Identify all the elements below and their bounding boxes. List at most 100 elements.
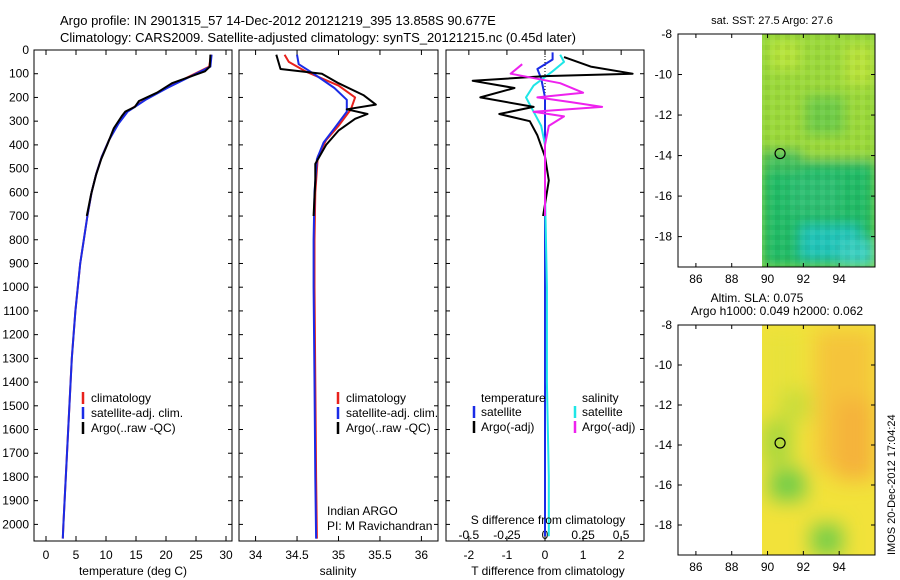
- lon-tick-label: 86: [689, 272, 703, 286]
- depth-tick-label: 1600: [2, 423, 29, 437]
- depth-tick-label: 900: [9, 256, 29, 270]
- temperature-series: [61, 54, 213, 539]
- salinity-panel: 34 34.5 35 35.5 36 salinity climatology sate…: [238, 49, 439, 578]
- annotation-indian-argo: Indian ARGO: [327, 504, 398, 518]
- depth-tick-label: 1000: [2, 280, 29, 294]
- x-tick-label: 10: [99, 548, 113, 562]
- depth-tick-label: 400: [9, 138, 29, 152]
- sst-map-panel: sat. SST: 27.5 Argo: 27.6 86 88 90 92 94 -8 -1…: [655, 15, 876, 286]
- depth-tick-label: 1700: [2, 446, 29, 460]
- legend-label-t-satellite: satellite: [481, 405, 522, 419]
- x-tick-label: 15: [129, 548, 143, 562]
- temperature-xlabel: temperature (deg C): [79, 564, 187, 578]
- x-tick-label: 35: [332, 548, 346, 562]
- series-line-satellite-adj-clim-: [296, 54, 348, 539]
- s-tick-label: -0.5: [459, 528, 480, 542]
- temperature-legend: climatology satellite-adj. clim. Argo(..…: [81, 391, 183, 435]
- series-line-t-argo-adj-: [471, 56, 634, 217]
- x-tick-label: 36: [415, 548, 429, 562]
- series-line-s-argo-adj-: [509, 63, 604, 216]
- temperature-axes: [33, 49, 233, 542]
- x-tick-label: 34: [249, 548, 263, 562]
- depth-tick-label: 1200: [2, 328, 29, 342]
- annotation-pi: PI: M Ravichandran: [327, 519, 432, 533]
- sst-map-axes: [677, 33, 876, 268]
- sla-map-title-line1: Altim. SLA: 0.075: [711, 291, 804, 305]
- x-tick-label: -1: [502, 548, 513, 562]
- x-tick-label: 34.5: [285, 548, 309, 562]
- depth-tick-label: 1500: [2, 399, 29, 413]
- temperature-axis-ticks: 0 5 10 15 20 25 30: [34, 49, 233, 562]
- lat-tick-label: -18: [655, 518, 673, 532]
- difference-xlabel-top: S difference from climatology: [471, 513, 626, 527]
- depth-tick-label: 1300: [2, 351, 29, 365]
- title-line-1: Argo profile: IN 2901315_57 14-Dec-2012 …: [60, 13, 496, 28]
- s-tick-label: -0.25: [493, 528, 521, 542]
- sla-map-ticks: 86 88 90 92 94 -8 -10 -12 -14 -16 -18: [655, 318, 875, 574]
- series-line-satellite-adj-clim-: [61, 54, 213, 539]
- depth-tick-label: 1400: [2, 375, 29, 389]
- legend-label-s-argo: Argo(-adj): [582, 420, 635, 434]
- difference-xlabel: T difference from climatology: [471, 564, 625, 578]
- lon-tick-label: 88: [725, 272, 739, 286]
- x-tick-label: 5: [73, 548, 80, 562]
- legend-label-satellite: satellite-adj. clim.: [346, 406, 438, 420]
- sla-map-axes: [677, 324, 876, 556]
- legend-header-temperature: temperature: [481, 391, 546, 405]
- depth-tick-label: 1100: [3, 304, 29, 318]
- depth-tick-label: 100: [9, 67, 29, 81]
- salinity-legend: climatology satellite-adj. clim. Argo(..…: [336, 391, 438, 435]
- depth-tick-label: 700: [9, 209, 29, 223]
- x-tick-label: 1: [580, 548, 587, 562]
- salinity-xlabel: salinity: [320, 564, 357, 578]
- lat-tick-label: -8: [661, 27, 672, 41]
- legend-label-climatology: climatology: [346, 391, 406, 405]
- lon-tick-label: 94: [833, 272, 847, 286]
- depth-axis-ticks: 0 100 200 300 400 500 600 700 800 900 1000 1100 1200…: [2, 43, 29, 531]
- depth-tick-label: 1900: [2, 494, 29, 508]
- legend-label-argo: Argo(..raw -QC): [91, 421, 176, 435]
- lat-tick-label: -10: [655, 358, 673, 372]
- lat-tick-label: -10: [655, 68, 673, 82]
- lat-tick-label: -8: [661, 318, 672, 332]
- series-line-argo-raw-qc-: [85, 54, 212, 217]
- lon-tick-label: 90: [761, 272, 775, 286]
- x-tick-label: 0: [542, 548, 549, 562]
- legend-label-climatology: climatology: [91, 391, 151, 405]
- lat-tick-label: -18: [655, 230, 673, 244]
- legend-label-s-satellite: satellite: [582, 405, 623, 419]
- difference-series: [471, 52, 634, 537]
- sla-heatmap: [762, 325, 875, 555]
- series-line-argo-raw-qc-: [275, 54, 377, 217]
- x-tick-label: 2: [618, 548, 625, 562]
- lat-tick-label: -16: [655, 478, 673, 492]
- depth-tick-label: 300: [9, 114, 29, 128]
- title-line-2: Climatology: CARS2009. Satellite-adjuste…: [60, 30, 576, 45]
- legend-label-satellite: satellite-adj. clim.: [91, 406, 183, 420]
- lon-tick-label: 94: [833, 560, 847, 574]
- sla-map-panel: Altim. SLA: 0.075 Argo h1000: 0.049 h200…: [655, 291, 876, 574]
- x-tick-label: -2: [464, 548, 475, 562]
- x-tick-label: 0: [43, 548, 50, 562]
- lon-tick-label: 86: [689, 560, 703, 574]
- depth-tick-label: 600: [9, 185, 29, 199]
- lon-tick-label: 90: [761, 560, 775, 574]
- lat-tick-label: -16: [655, 189, 673, 203]
- lat-tick-label: -14: [655, 438, 673, 452]
- legend-label-t-argo: Argo(-adj): [481, 420, 534, 434]
- depth-tick-label: 2000: [2, 517, 29, 531]
- legend-header-salinity: salinity: [582, 391, 619, 405]
- sla-map-title-line2: Argo h1000: 0.049 h2000: 0.062: [691, 304, 863, 318]
- footer-stamp: IMOS 20-Dec-2012 17:04:24: [886, 414, 898, 555]
- x-tick-label: 20: [159, 548, 173, 562]
- difference-panel: -2 -1 0 1 2-0.5 -0.25 0 0.25 0.5 S difference fr…: [445, 49, 645, 578]
- difference-legend: temperature salinity satellite Argo(-adj…: [472, 391, 635, 434]
- lon-tick-label: 92: [797, 272, 811, 286]
- depth-tick-label: 1800: [2, 470, 29, 484]
- depth-tick-label: 500: [9, 162, 29, 176]
- sla-argo-marker: [774, 437, 786, 449]
- series-line-s-satellite: [525, 54, 565, 537]
- lat-tick-label: -14: [655, 149, 673, 163]
- s-tick-label: 0.5: [613, 528, 630, 542]
- x-tick-label: 25: [189, 548, 203, 562]
